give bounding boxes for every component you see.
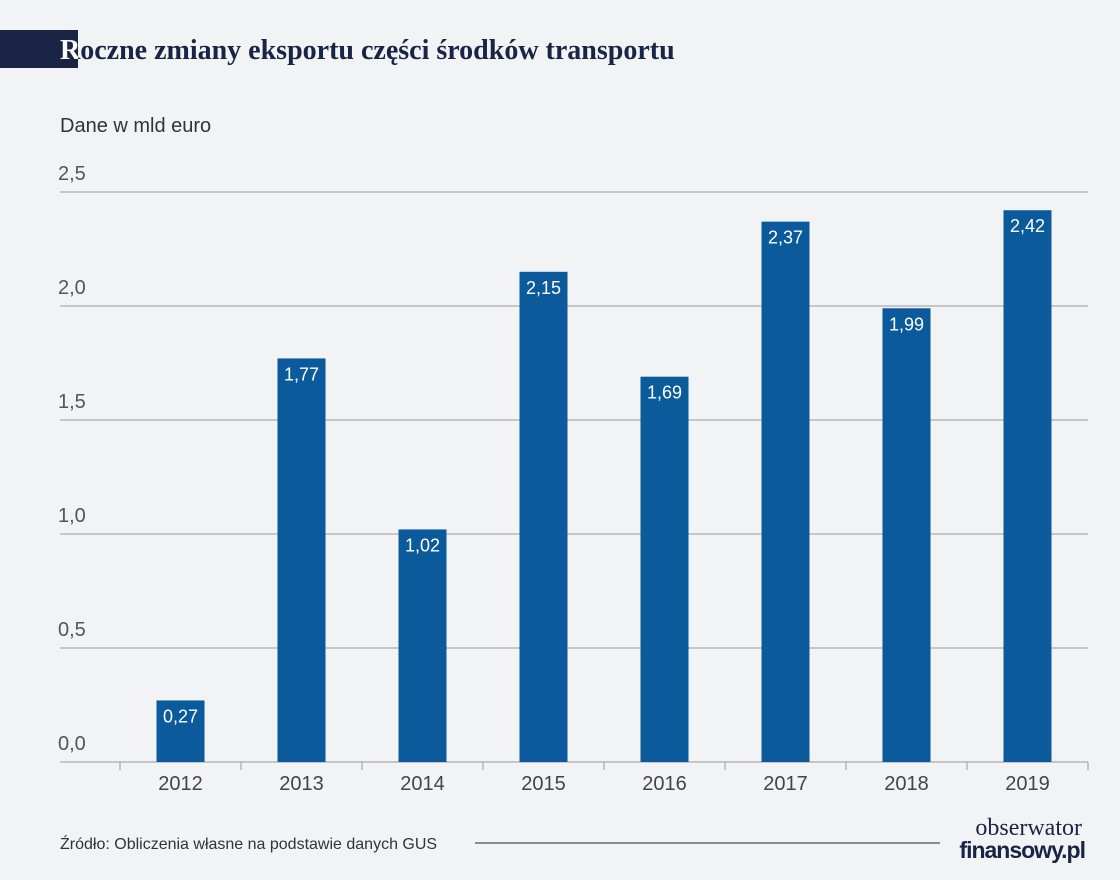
value-label: 1,77: [284, 364, 319, 384]
y-tick-label: 1,0: [58, 505, 86, 527]
value-label: 0,27: [163, 706, 198, 726]
subtitle: Dane w mld euro: [60, 115, 211, 137]
value-label: 1,02: [405, 535, 440, 555]
x-tick-label: 2014: [400, 773, 445, 795]
source: Źródło: Obliczenia własne na podstawie d…: [60, 834, 437, 853]
y-tick-label: 1,5: [58, 391, 86, 413]
bar: [1003, 210, 1052, 763]
value-label: 2,15: [526, 278, 561, 298]
y-tick-label: 2,0: [58, 277, 86, 299]
y-tick-label: 0,5: [58, 619, 86, 641]
bar: [398, 529, 447, 762]
logo-line1: obserwator: [975, 815, 1082, 841]
chart-title-highlight: Roczne zmiany eksportu części środków tr…: [60, 35, 675, 66]
bar: [519, 271, 568, 762]
bar: [640, 376, 689, 762]
x-tick-label: 2016: [642, 773, 687, 795]
x-tick-label: 2015: [521, 773, 566, 795]
value-label: 1,69: [647, 383, 682, 403]
value-label: 2,37: [768, 228, 803, 248]
x-tick-label: 2018: [884, 773, 929, 795]
x-tick-label: 2013: [279, 773, 324, 795]
value-label: 2,42: [1010, 216, 1045, 236]
title-tag: [0, 30, 78, 68]
bar: [277, 358, 326, 762]
chart-title: Roczne zmiany eksportu części środków tr…: [60, 35, 675, 66]
x-tick-label: 2012: [158, 773, 203, 795]
logo-line2: finansowy.pl: [959, 837, 1085, 863]
x-tick-label: 2017: [763, 773, 808, 795]
value-label: 1,99: [889, 314, 924, 334]
y-tick-label: 2,5: [58, 163, 86, 185]
bar: [156, 700, 205, 762]
bar: [882, 308, 931, 762]
x-tick-label: 2019: [1005, 773, 1050, 795]
bar: [761, 221, 810, 762]
y-tick-label: 0,0: [58, 733, 86, 755]
